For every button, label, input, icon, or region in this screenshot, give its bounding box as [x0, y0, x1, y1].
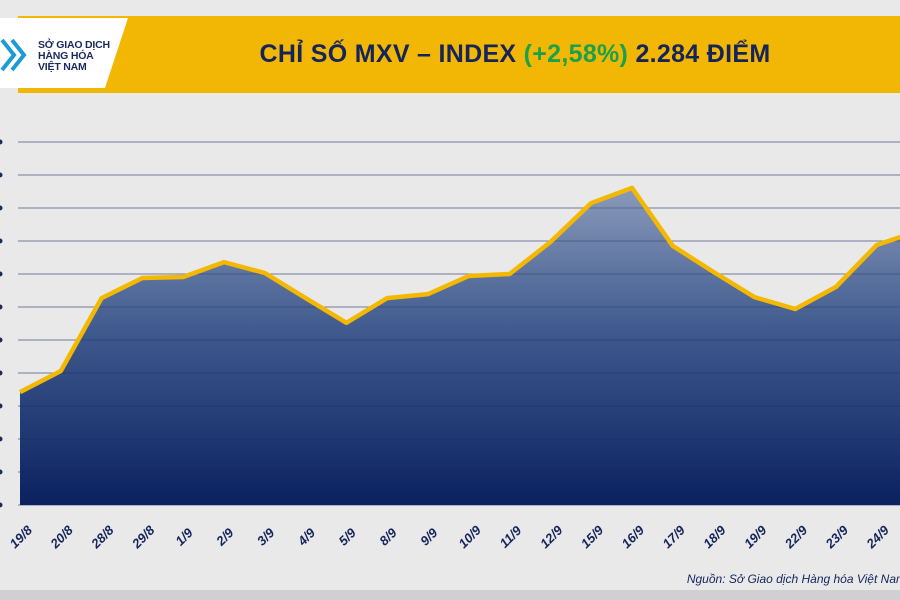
x-tick-label: 10/9 [455, 522, 484, 551]
y-tick-mark [0, 271, 3, 277]
x-tick-label: 28/8 [87, 522, 117, 552]
x-tick-label: 22/9 [781, 522, 811, 552]
y-tick-mark [0, 436, 3, 442]
x-tick-label: 2/9 [212, 525, 237, 550]
x-tick-label: 18/9 [700, 522, 729, 551]
x-tick-label: 24/9 [863, 522, 893, 552]
x-tick-label: 5/9 [336, 525, 360, 549]
logo-chevron-icon [0, 38, 27, 72]
index-line [18, 185, 900, 395]
x-tick-label: 17/9 [659, 522, 688, 551]
x-tick-label: 16/9 [619, 522, 648, 551]
y-tick-mark [0, 370, 3, 376]
x-tick-label: 15/9 [578, 522, 607, 551]
x-tick-label: 9/9 [417, 525, 441, 549]
logo-line-3: VIỆT NAM [38, 61, 87, 73]
y-tick-mark [0, 238, 3, 244]
x-tick-label: 12/9 [537, 522, 566, 551]
gridlines-overlay [18, 141, 900, 506]
chart-title: CHỈ SỐ MXV – INDEX (+2,58%) 2.284 ĐIỂM [130, 40, 900, 69]
x-tick-label: 20/8 [47, 522, 77, 552]
logo-line-2: HÀNG HÓA [38, 50, 94, 62]
logo: SỞ GIAO DỊCH HÀNG HÓA VIỆT NAM [0, 18, 128, 88]
y-tick-mark [0, 469, 3, 475]
source-note: Nguồn: Sở Giao dịch Hàng hóa Việt Nam [686, 572, 900, 586]
x-tick-label: 8/9 [376, 525, 400, 549]
y-tick-mark [0, 502, 3, 508]
x-tick-label: 19/8 [7, 522, 36, 551]
bottom-strip [0, 590, 900, 600]
title-prefix: CHỈ SỐ MXV – INDEX [259, 40, 517, 68]
y-tick-mark [0, 172, 3, 178]
title-change: (+2,58%) [523, 40, 629, 68]
x-tick-label: 4/9 [294, 525, 319, 550]
y-tick-mark [0, 403, 3, 409]
logo-line-1: SỞ GIAO DỊCH [38, 39, 110, 51]
x-tick-label: 23/9 [822, 522, 852, 552]
logo-text: SỞ GIAO DỊCH HÀNG HÓA VIỆT NAM [38, 40, 110, 73]
x-tick-label: 11/9 [497, 522, 525, 550]
y-tick-mark [0, 337, 3, 343]
header-band [18, 16, 900, 93]
title-value: 2.284 ĐIỂM [635, 40, 771, 68]
x-tick-label: 19/9 [741, 522, 770, 551]
y-tick-mark [0, 139, 3, 145]
y-tick-mark [0, 304, 3, 310]
area-fill [20, 187, 900, 505]
x-tick-label: 29/8 [128, 522, 158, 552]
x-tick-label: 1/9 [172, 525, 196, 549]
y-tick-mark [0, 205, 3, 211]
x-tick-label: 3/9 [254, 525, 278, 549]
